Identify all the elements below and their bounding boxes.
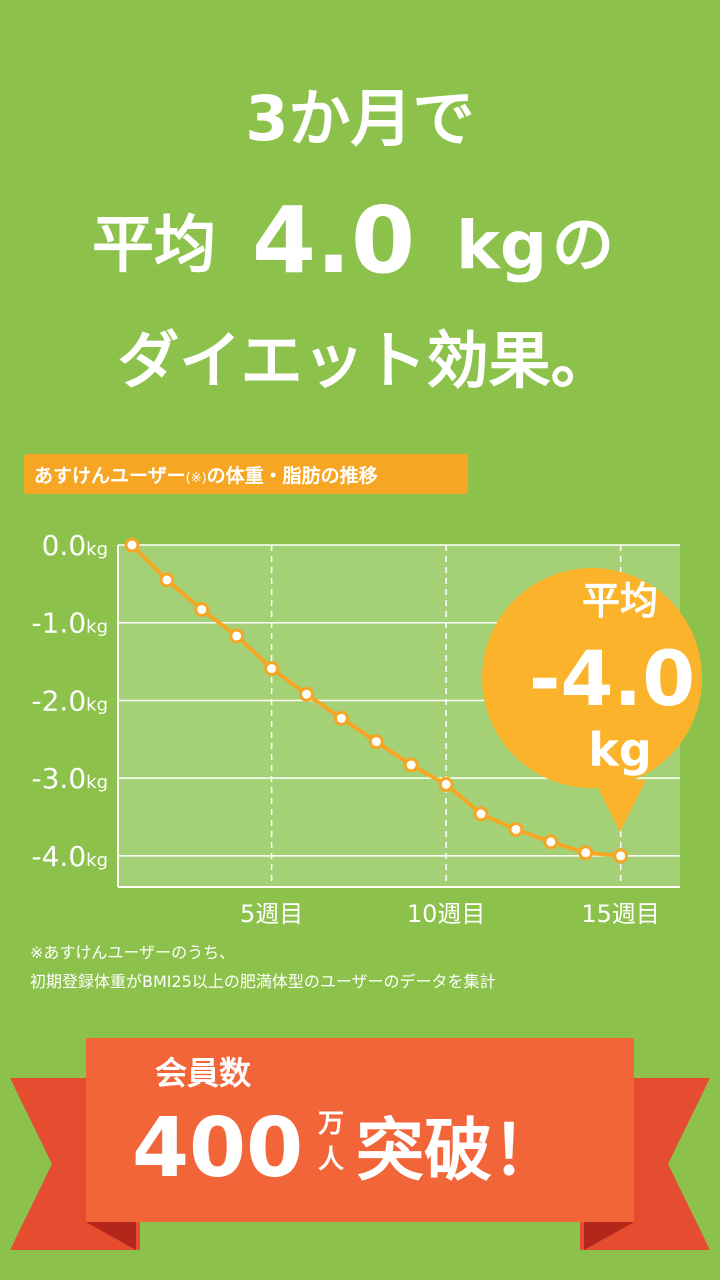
point: [438, 776, 454, 792]
callout-title: 平均: [582, 579, 658, 623]
y-tick-label: -4.0kg: [32, 840, 109, 873]
ribbon-fold-left: [86, 1222, 136, 1250]
banner-text: 突破！: [356, 1112, 560, 1191]
y-tick-value: -3.0: [32, 762, 87, 795]
headline-prefix: 平均: [92, 208, 216, 281]
banner-number: 400: [132, 1101, 303, 1196]
y-tick-unit: kg: [86, 539, 108, 560]
x-tick-label: 10週目: [407, 900, 486, 928]
headline-line1: 3か月で: [245, 82, 474, 155]
point: [298, 686, 314, 702]
banner-unit-top: 万: [318, 1109, 344, 1139]
chart-label: あすけんユーザー(※)の体重・脂肪の推移: [34, 464, 378, 487]
ribbon-fold-right: [584, 1222, 634, 1250]
point: [613, 848, 629, 864]
footnote-line1: ※あすけんユーザーのうち、: [30, 943, 235, 962]
headline-suffix: の: [552, 208, 614, 281]
headline-line3: ダイエット効果。: [117, 324, 612, 397]
headline-unit: kg: [456, 207, 547, 284]
banner-label: 会員数: [155, 1054, 252, 1092]
y-tick-value: 0.0: [42, 529, 87, 562]
chart-label-box: [24, 454, 468, 494]
banner-body: [86, 1038, 634, 1222]
y-tick-unit: kg: [86, 617, 108, 638]
y-tick-value: -4.0: [32, 840, 87, 873]
label-main: あすけんユーザー: [34, 465, 186, 487]
label-rest: の体重・脂肪の推移: [207, 464, 378, 487]
point: [124, 537, 140, 553]
y-tick-unit: kg: [86, 772, 108, 793]
point: [229, 628, 245, 644]
y-tick-label: -3.0kg: [32, 762, 109, 795]
point: [578, 845, 594, 861]
callout-value: -4.0: [529, 634, 695, 723]
point: [264, 661, 280, 677]
y-tick-value: -2.0: [32, 684, 87, 717]
x-tick-label: 5週目: [240, 900, 303, 928]
x-tick-label: 15週目: [581, 900, 660, 928]
point: [333, 710, 349, 726]
callout-tail: [594, 780, 646, 832]
point: [194, 602, 210, 618]
y-tick-label: -2.0kg: [32, 684, 109, 717]
y-tick-unit: kg: [86, 694, 108, 715]
point: [543, 834, 559, 850]
y-tick-label: 0.0kg: [42, 529, 108, 562]
point: [159, 572, 175, 588]
callout-unit: kg: [588, 723, 652, 777]
point: [508, 821, 524, 837]
callout: 平均 -4.0 kg: [482, 568, 702, 832]
label-mark: (※): [186, 471, 207, 486]
y-tick-label: -1.0kg: [32, 607, 109, 640]
point: [368, 734, 384, 750]
headline-number: 4.0: [252, 187, 415, 294]
footnote-line2: 初期登録体重がBMI25以上の肥満体型のユーザーのデータを集計: [30, 972, 496, 991]
y-tick-value: -1.0: [32, 607, 87, 640]
banner: 会員数 400 万 人 突破！: [10, 1038, 710, 1250]
point: [473, 806, 489, 822]
banner-unit-bottom: 人: [318, 1145, 344, 1175]
callout-circle: [482, 568, 702, 788]
y-tick-unit: kg: [86, 850, 108, 871]
point: [403, 757, 419, 773]
